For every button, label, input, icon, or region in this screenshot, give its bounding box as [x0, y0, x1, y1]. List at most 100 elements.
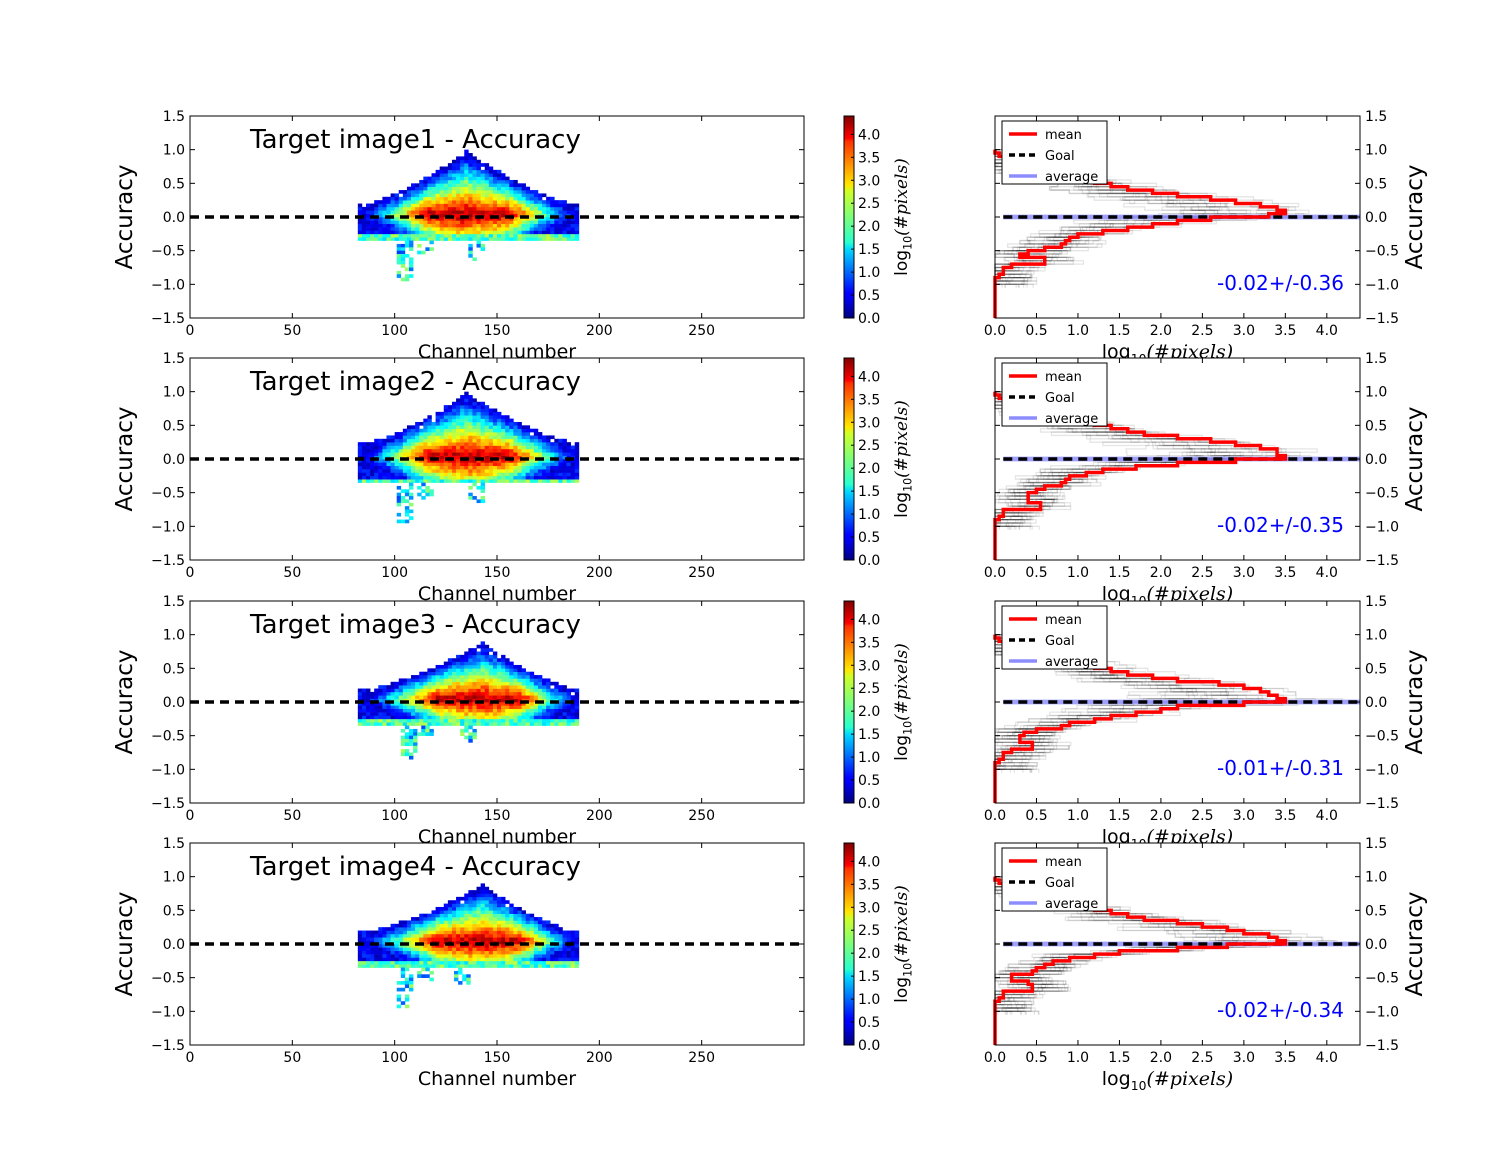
colorbar-tick-label: 1.5: [858, 969, 880, 985]
heat-cell: [390, 933, 395, 938]
heat-cell: [492, 718, 498, 723]
heat-cell: [476, 230, 481, 235]
heat-cell: [361, 933, 367, 938]
heat-cell: [468, 964, 473, 968]
heat-cell: [542, 698, 547, 703]
heat-cell: [447, 702, 453, 706]
heat-cell: [574, 206, 580, 211]
y-tick-label: 1.0: [1365, 870, 1387, 886]
heat-cell: [562, 469, 567, 473]
heat-cell: [464, 944, 469, 948]
heat-cell: [443, 472, 449, 477]
heat-cell: [480, 913, 486, 918]
heat-cell: [398, 678, 404, 683]
heat-cell: [431, 937, 436, 941]
heat-cell: [497, 445, 502, 450]
heat-cell: [570, 230, 576, 235]
heat-cell: [501, 705, 506, 710]
heat-cell: [517, 957, 522, 962]
heat-cell: [439, 964, 445, 968]
heat-cell: [411, 705, 416, 710]
heat-cell: [425, 974, 430, 978]
heat-cell: [451, 705, 457, 710]
heat-cell: [562, 933, 567, 938]
heat-cell: [435, 664, 440, 669]
heat-cell: [413, 745, 418, 750]
heat-cell: [533, 708, 539, 713]
heat-cell: [406, 193, 412, 198]
heat-cell: [451, 658, 457, 662]
heat-cell: [451, 452, 457, 456]
heat-cell: [488, 217, 494, 221]
colorbar-tick-label: 1.0: [858, 265, 880, 281]
heat-cell: [566, 459, 571, 463]
heat-cell: [443, 196, 449, 201]
heat-cell: [435, 233, 440, 238]
heat-cell: [431, 685, 436, 689]
heat-cell: [464, 900, 469, 904]
heat-cell: [525, 432, 531, 436]
heat-cell: [443, 475, 449, 480]
heat-cell: [361, 930, 367, 935]
heat-cell: [361, 715, 367, 720]
heat-cell: [423, 671, 428, 676]
heat-cell: [521, 957, 526, 962]
heat-cell: [366, 210, 371, 214]
heat-cell: [574, 702, 580, 706]
heat-cell: [521, 927, 526, 931]
heat-cell: [472, 688, 477, 693]
heat-cell: [427, 475, 432, 480]
heat-cell: [529, 227, 535, 231]
heat-cell: [566, 930, 571, 935]
heat-cell: [443, 685, 449, 689]
heat-cell: [570, 479, 576, 483]
heat-cell: [408, 243, 414, 248]
heat-cell: [562, 705, 567, 710]
heat-cell: [488, 448, 494, 453]
heat-cell: [492, 169, 498, 174]
heat-cell: [382, 206, 387, 211]
heat-cell: [472, 421, 477, 426]
heat-cell: [501, 722, 506, 726]
heat-cell: [382, 465, 387, 470]
heat-cell: [505, 183, 510, 187]
heat-cell: [435, 681, 440, 686]
heat-cell: [406, 448, 412, 453]
heat-cell: [406, 944, 412, 948]
heat-cell: [574, 691, 580, 696]
heat-cell: [501, 708, 506, 713]
heat-cell: [451, 903, 457, 908]
heat-cell: [480, 203, 486, 208]
heat-cell: [472, 479, 477, 483]
heat-cell: [402, 927, 408, 931]
heat-cell: [435, 452, 440, 456]
heat-cell: [480, 220, 486, 225]
heat-cell: [431, 432, 436, 436]
heat-cell: [456, 930, 461, 935]
heat-cell: [464, 725, 469, 730]
heat-cell: [370, 947, 375, 952]
heat-cell: [558, 475, 563, 480]
heat-cell: [402, 708, 408, 713]
heat-cell: [476, 910, 481, 914]
heat-cell: [476, 200, 481, 204]
heat-cell: [400, 1001, 406, 1005]
heat-cell: [447, 691, 453, 696]
heat-cell: [533, 472, 539, 477]
heat-cell: [390, 227, 395, 231]
heat-cell: [484, 411, 490, 416]
heat-cell: [431, 435, 436, 440]
heat-cell: [476, 408, 481, 413]
heat-cell: [505, 448, 510, 453]
x-tick-label: 2.0: [1150, 808, 1172, 824]
heat-cell: [488, 418, 494, 423]
heat-cell: [390, 445, 395, 450]
heat-cell: [550, 964, 555, 968]
heat-cell: [443, 452, 449, 456]
heat-cell: [509, 718, 514, 723]
heat-cell: [480, 688, 486, 693]
heat-cell: [472, 715, 477, 720]
heat-cell: [435, 964, 440, 968]
heat-cell: [390, 927, 395, 931]
heat-cell: [476, 675, 481, 679]
